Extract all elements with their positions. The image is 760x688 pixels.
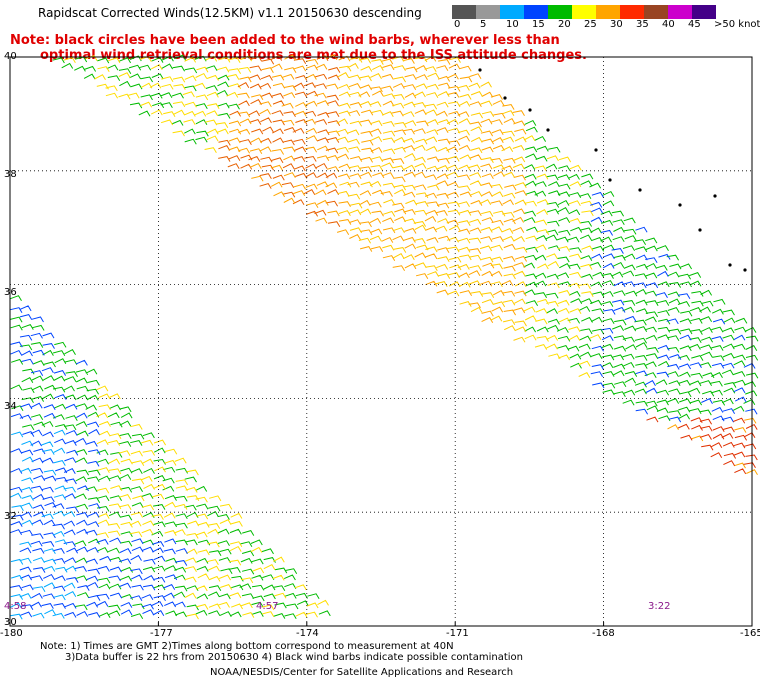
time-label-3: 3:22 [648, 601, 671, 612]
contamination-dot-8 [698, 228, 702, 232]
barb-group-1 [63, 55, 602, 620]
colorbar-swatch-9 [668, 5, 692, 19]
colorbar-label-7: 35 [636, 19, 649, 30]
contamination-dot-9 [713, 194, 717, 198]
map-frame [9, 56, 753, 627]
wind-barbs [9, 54, 759, 620]
colorbar-label-1: 5 [480, 19, 487, 30]
colorbar-label-10: >50 knots [714, 19, 760, 30]
barb-group-6 [646, 416, 758, 475]
map-grid [10, 57, 752, 626]
lat-label-32: 32 [4, 511, 17, 522]
colorbar-swatch-6 [596, 5, 620, 19]
lon-label-165: -165 [740, 628, 760, 639]
colorbar-swatch-10 [692, 5, 716, 19]
contamination-dot-6 [638, 188, 642, 192]
lat-label-34: 34 [4, 401, 17, 412]
colorbar-swatch-0 [452, 5, 476, 19]
colorbar-swatch-7 [620, 5, 644, 19]
time-label-1: 4:58 [4, 601, 27, 612]
barb-group-0 [9, 54, 759, 620]
footer-line-2: 3)Data buffer is 22 hrs from 20150630 4)… [65, 652, 523, 663]
contamination-dot-11 [743, 268, 747, 272]
lat-label-36: 36 [4, 287, 17, 298]
colorbar-label-6: 30 [610, 19, 623, 30]
wind-speed-colorbar [452, 5, 716, 19]
contamination-dot-4 [594, 148, 598, 152]
contamination-dot-5 [608, 178, 612, 182]
colorbar-label-5: 25 [584, 19, 597, 30]
contamination-dot-2 [528, 108, 532, 112]
contamination-dot-7 [678, 203, 682, 207]
barb-group-2 [218, 54, 341, 227]
barb-group-4 [336, 55, 528, 343]
colorbar-label-0: 0 [454, 19, 461, 30]
colorbar-swatch-5 [572, 5, 596, 19]
lat-label-40: 40 [4, 51, 17, 62]
colorbar-swatch-4 [548, 5, 572, 19]
colorbar-swatch-2 [500, 5, 524, 19]
barb-group-5 [9, 191, 758, 618]
footer-notes: Note: 1) Times are GMT 2)Times along bot… [40, 641, 523, 663]
colorbar-labels: 0 5 10 15 20 25 30 35 40 45 >50 knots [452, 19, 760, 33]
colorbar-swatch-8 [644, 5, 668, 19]
colorbar-label-4: 20 [558, 19, 571, 30]
colorbar-swatch-3 [524, 5, 548, 19]
contamination-dot-0 [478, 68, 482, 72]
time-label-2: 4:57 [256, 601, 279, 612]
map-border [9, 56, 753, 627]
colorbar-swatch-1 [476, 5, 500, 19]
lon-label-177: -177 [150, 628, 173, 639]
colorbar-label-3: 15 [532, 19, 545, 30]
barb-group-7 [9, 429, 77, 620]
note-line-1: Note: black circles have been added to t… [10, 33, 560, 48]
lat-label-30: 30 [4, 617, 17, 628]
lon-label-171: -171 [446, 628, 469, 639]
barb-group-3 [228, 54, 758, 476]
lon-label-174: -174 [296, 628, 319, 639]
contamination-dot-1 [503, 96, 507, 100]
lon-label-180: -180 [0, 628, 23, 639]
colorbar-label-8: 40 [662, 19, 675, 30]
lat-label-38: 38 [4, 169, 17, 180]
colorbar-label-2: 10 [506, 19, 519, 30]
lon-label-168: -168 [592, 628, 615, 639]
contamination-dot-10 [728, 263, 732, 267]
colorbar-label-9: 45 [688, 19, 701, 30]
contamination-dot-3 [546, 128, 550, 132]
footer-line-1: Note: 1) Times are GMT 2)Times along bot… [40, 641, 454, 652]
map-title: Rapidscat Corrected Winds(12.5KM) v1.1 2… [38, 6, 422, 20]
footer-credit: NOAA/NESDIS/Center for Satellite Applica… [210, 667, 514, 678]
